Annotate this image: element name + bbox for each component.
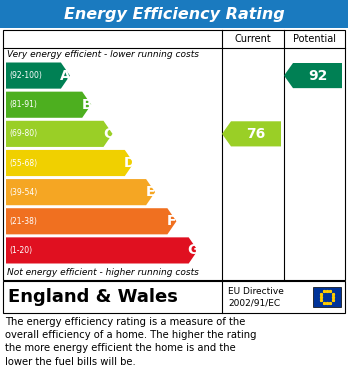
Text: (81-91): (81-91) (9, 100, 37, 109)
Bar (3, 281, 345, 313)
Text: 2002/91/EC: 2002/91/EC (228, 298, 280, 307)
Text: EU Directive: EU Directive (228, 287, 284, 296)
Text: Current: Current (235, 34, 271, 44)
Text: E: E (146, 185, 155, 199)
Text: C: C (103, 127, 113, 141)
Polygon shape (6, 237, 198, 264)
Text: (1-20): (1-20) (9, 246, 32, 255)
Text: England & Wales: England & Wales (8, 288, 178, 306)
Polygon shape (6, 208, 176, 234)
Text: 76: 76 (246, 127, 266, 141)
Polygon shape (6, 63, 70, 89)
Polygon shape (6, 179, 155, 205)
Polygon shape (6, 150, 134, 176)
Text: (55-68): (55-68) (9, 158, 37, 167)
Polygon shape (6, 91, 91, 118)
Polygon shape (284, 63, 342, 88)
Text: A: A (60, 68, 71, 83)
Text: B: B (81, 98, 92, 112)
Bar (0, 0, 348, 28)
Text: (69-80): (69-80) (9, 129, 37, 138)
Bar (3, 30, 345, 280)
Text: Potential: Potential (293, 34, 336, 44)
Text: G: G (188, 244, 199, 257)
Bar (313, 287, 341, 307)
Text: (21-38): (21-38) (9, 217, 37, 226)
Text: Energy Efficiency Rating: Energy Efficiency Rating (64, 7, 284, 22)
Text: Not energy efficient - higher running costs: Not energy efficient - higher running co… (7, 268, 199, 277)
Text: 92: 92 (308, 68, 327, 83)
Text: F: F (167, 214, 177, 228)
Text: D: D (124, 156, 135, 170)
Polygon shape (6, 121, 112, 147)
Text: Very energy efficient - lower running costs: Very energy efficient - lower running co… (7, 50, 199, 59)
Polygon shape (222, 121, 281, 146)
Text: (39-54): (39-54) (9, 188, 37, 197)
Text: The energy efficiency rating is a measure of the
overall efficiency of a home. T: The energy efficiency rating is a measur… (5, 317, 256, 367)
Text: (92-100): (92-100) (9, 71, 42, 80)
